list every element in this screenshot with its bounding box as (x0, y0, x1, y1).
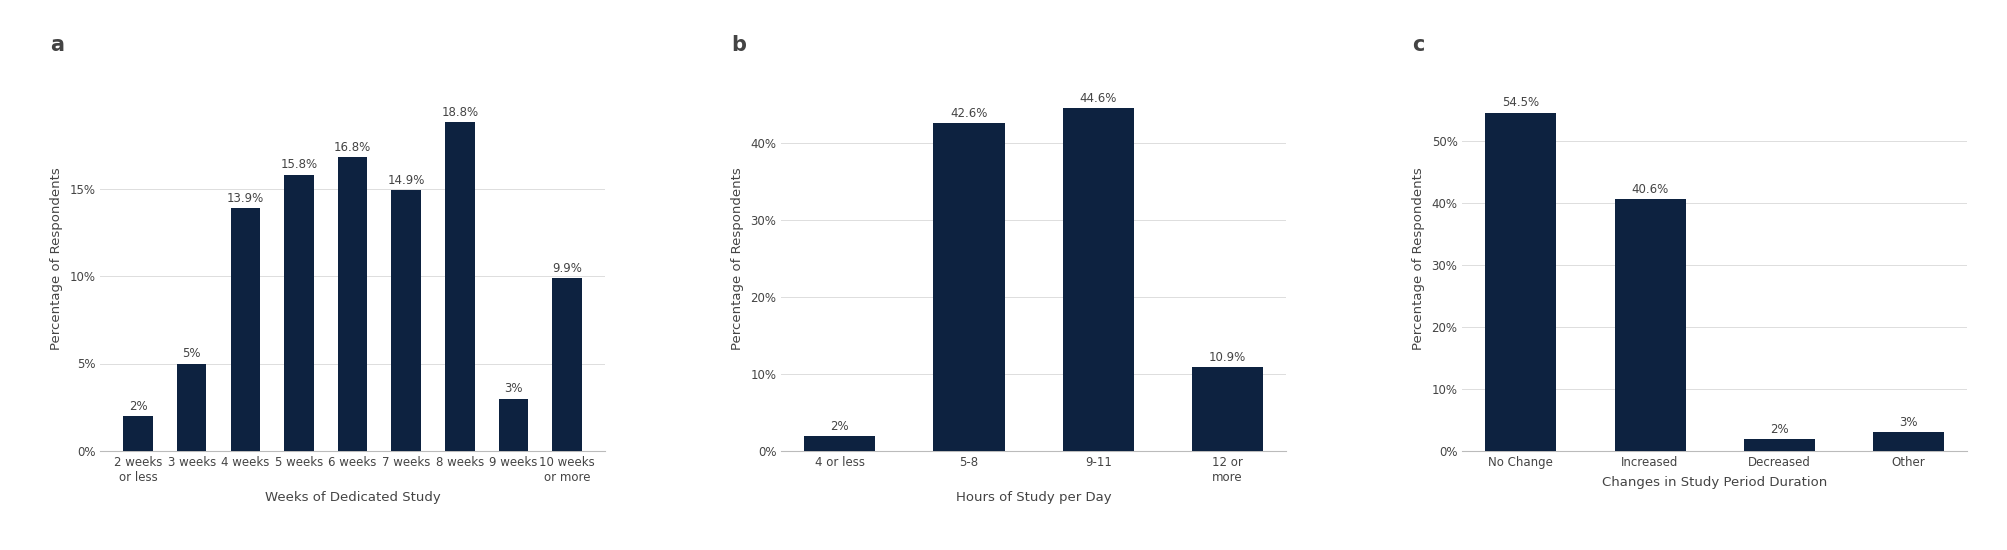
Text: 2%: 2% (831, 420, 849, 432)
Y-axis label: Percentage of Respondents: Percentage of Respondents (50, 167, 62, 350)
Bar (933, 123, 1006, 451)
Text: 3%: 3% (504, 382, 522, 395)
Text: 16.8%: 16.8% (333, 141, 371, 154)
Bar (552, 278, 582, 451)
Text: 13.9%: 13.9% (227, 191, 265, 205)
Bar (1614, 199, 1686, 451)
Bar (1192, 367, 1262, 451)
Bar (177, 364, 207, 451)
Text: c: c (1413, 35, 1425, 55)
X-axis label: Changes in Study Period Duration: Changes in Study Period Duration (1602, 476, 1826, 489)
Text: b: b (731, 35, 747, 55)
X-axis label: Weeks of Dedicated Study: Weeks of Dedicated Study (265, 491, 440, 504)
Bar (391, 190, 421, 451)
Text: 2%: 2% (128, 400, 147, 413)
Text: 15.8%: 15.8% (281, 158, 317, 172)
Text: 3%: 3% (1899, 416, 1917, 430)
Text: a: a (50, 35, 64, 55)
Bar (500, 399, 528, 451)
Bar (446, 122, 474, 451)
Bar (231, 208, 261, 451)
Text: 10.9%: 10.9% (1208, 351, 1246, 364)
Bar (337, 157, 367, 451)
Bar (285, 174, 313, 451)
Text: 42.6%: 42.6% (951, 107, 987, 120)
Bar (805, 436, 875, 451)
Text: 5%: 5% (183, 348, 201, 360)
Bar (1744, 438, 1814, 451)
Text: 14.9%: 14.9% (387, 174, 425, 187)
Text: 2%: 2% (1770, 422, 1788, 436)
Text: 54.5%: 54.5% (1503, 96, 1539, 109)
Text: 44.6%: 44.6% (1080, 91, 1116, 104)
Bar (1062, 108, 1134, 451)
Bar (122, 416, 153, 451)
Y-axis label: Percentage of Respondents: Percentage of Respondents (731, 167, 743, 350)
Text: 9.9%: 9.9% (552, 262, 582, 274)
Bar (1485, 113, 1555, 451)
Bar (1873, 432, 1945, 451)
X-axis label: Hours of Study per Day: Hours of Study per Day (955, 491, 1112, 504)
Text: 18.8%: 18.8% (442, 106, 478, 119)
Text: 40.6%: 40.6% (1632, 183, 1668, 196)
Y-axis label: Percentage of Respondents: Percentage of Respondents (1411, 167, 1425, 350)
